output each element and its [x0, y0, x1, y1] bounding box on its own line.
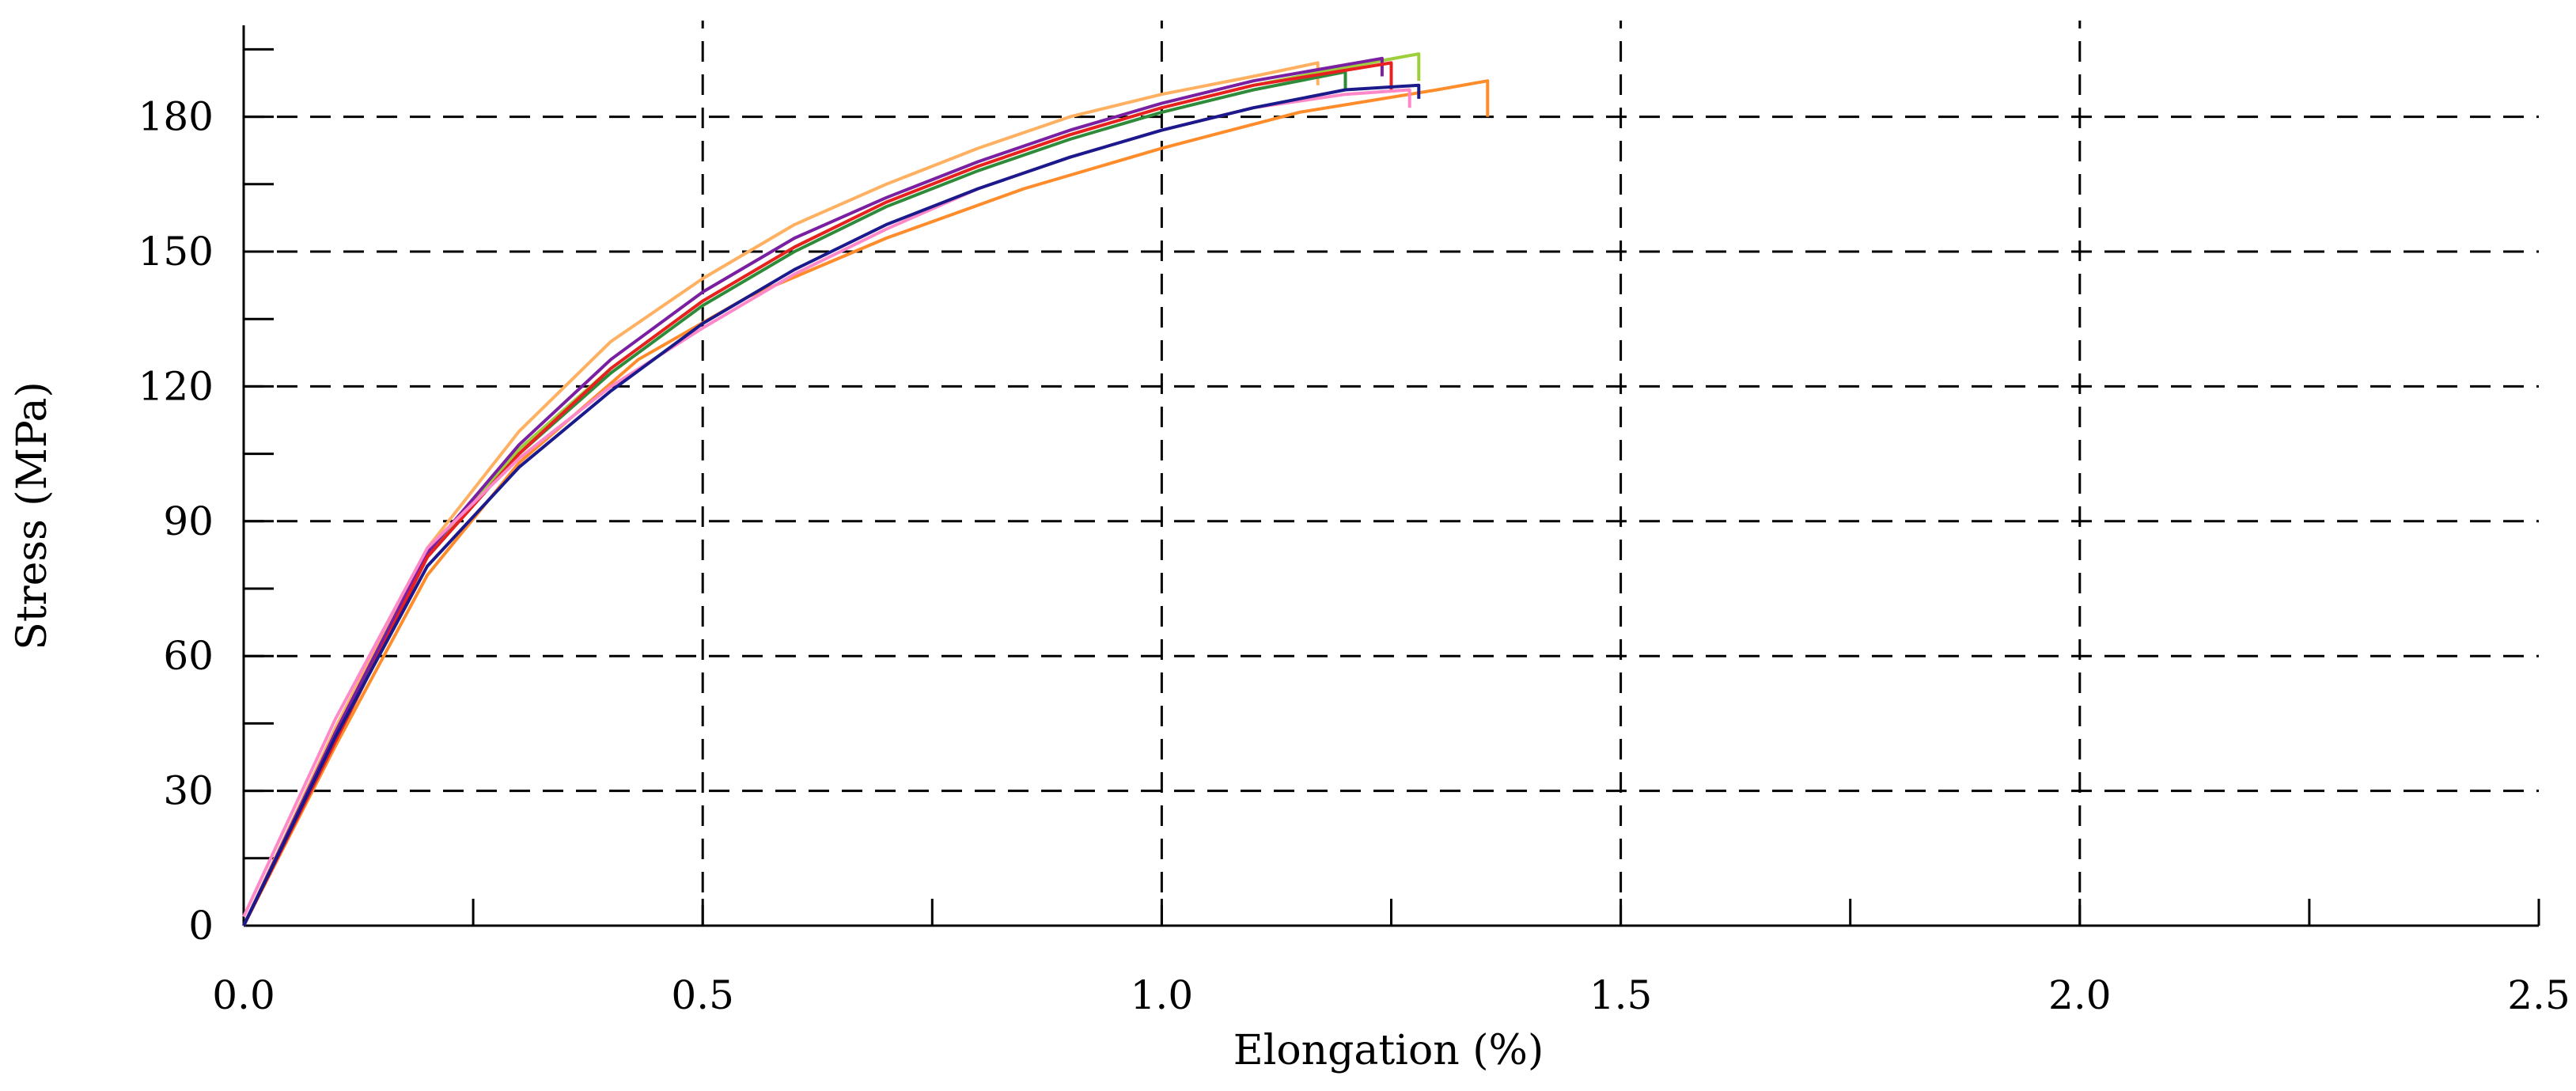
axes [242, 25, 2540, 927]
y-tick-label-30: 30 [163, 768, 214, 814]
series-line-specimen-7 [242, 88, 1411, 918]
series-line-specimen-1 [242, 61, 1320, 926]
y-tick-label-60: 60 [163, 633, 214, 679]
series-line-specimen-6 [242, 61, 1393, 926]
grid-lines [244, 21, 2539, 926]
x-tick-label-0.5: 0.5 [671, 972, 734, 1018]
y-tick-label-120: 120 [138, 363, 214, 409]
x-tick-label-0: 0.0 [212, 972, 275, 1018]
y-tick-label-150: 150 [138, 229, 214, 275]
y-tick-label-180: 180 [138, 94, 214, 140]
series-layer [242, 52, 1490, 926]
x-tick-label-2: 2.0 [2048, 972, 2112, 1018]
series-line-specimen-2 [242, 79, 1490, 926]
y-tick-label-0: 0 [188, 903, 214, 949]
tick-labels: 0 30 60 90 120 150 180 0.0 0.5 1.0 1.5 2.0 2.5 [138, 94, 2570, 1018]
x-tick-label-1.5: 1.5 [1589, 972, 1653, 1018]
x-tick-label-2.5: 2.5 [2507, 972, 2570, 1018]
y-axis-title: Stress (MPa) [9, 381, 56, 650]
y-tick-label-90: 90 [163, 498, 214, 544]
series-line-specimen-8 [242, 83, 1421, 926]
x-tick-label-1: 1.0 [1131, 972, 1194, 1018]
x-axis-title: Elongation (%) [1233, 1027, 1544, 1074]
